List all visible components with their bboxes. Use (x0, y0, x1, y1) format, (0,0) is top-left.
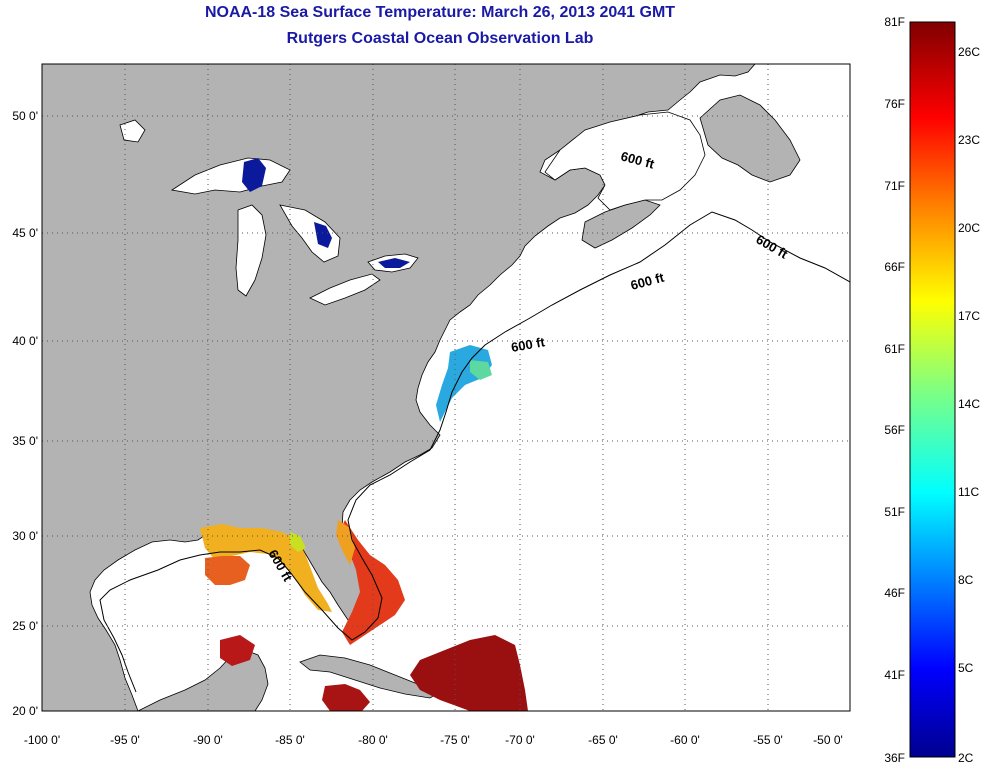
colorbar-f-label: 56F (884, 423, 905, 437)
sst-florida-east (340, 520, 405, 645)
map-subtitle: Rutgers Coastal Ocean Observation Lab (286, 30, 594, 47)
lon-tick-label: -80 0' (358, 733, 388, 747)
sst-bahamas (410, 635, 528, 711)
isobath-600ft (99, 211, 850, 693)
lat-tick-label: 35 0' (12, 434, 38, 448)
lat-tick-label: 30 0' (12, 529, 38, 543)
lat-tick-label: 50 0' (12, 109, 38, 123)
land-north-america (42, 64, 756, 711)
lon-tick-label: -75 0' (440, 733, 470, 747)
sst-gulf-cool-edge (290, 532, 306, 552)
colorbar-f-label: 61F (884, 342, 905, 356)
colorbar-c-label: 5C (958, 661, 974, 675)
colorbar-f-label: 81F (884, 15, 905, 29)
map-title: NOAA-18 Sea Surface Temperature: March 2… (204, 4, 676, 21)
lake-nipigon (119, 119, 146, 143)
depth-label: 600 ft (510, 334, 547, 355)
sst-caribbean (322, 684, 370, 711)
colorbar-f-label: 46F (884, 586, 905, 600)
lon-tick-label: -55 0' (753, 733, 783, 747)
lat-tick-label: 20 0' (12, 704, 38, 718)
map-frame (41, 63, 851, 712)
lon-axis: -100 0' -95 0' -90 0' -85 0' -80 0' -75 … (24, 733, 843, 747)
colorbar-c-label: 14C (958, 397, 980, 411)
colorbar-c-label: 26C (958, 45, 980, 59)
lon-tick-label: -85 0' (275, 733, 305, 747)
lat-tick-label: 45 0' (12, 226, 38, 240)
lake-erie (309, 273, 381, 306)
colorbar-c-label: 8C (958, 573, 974, 587)
lon-tick-label: -65 0' (588, 733, 618, 747)
water-st-lawrence (544, 111, 706, 211)
colorbar-fahrenheit: 81F 76F 71F 66F 61F 56F 51F 46F 41F 36F (884, 15, 905, 765)
colorbar-c-label: 23C (958, 133, 980, 147)
lake-ontario-sst (378, 258, 410, 268)
colorbar-f-label: 76F (884, 97, 905, 111)
colorbar-c-label: 2C (958, 751, 974, 765)
colorbar-f-label: 51F (884, 505, 905, 519)
colorbar-f-label: 66F (884, 260, 905, 274)
colorbar-f-label: 71F (884, 179, 905, 193)
sst-gulf-north-warm (205, 556, 250, 585)
colorbar-c-label: 17C (958, 309, 980, 323)
lake-michigan-sst (314, 222, 332, 248)
colorbar-f-label: 41F (884, 668, 905, 682)
land-newfoundland (699, 94, 801, 183)
colorbar-celsius: 26C 23C 20C 17C 14C 11C 8C 5C 2C (958, 45, 980, 765)
lat-axis: 50 0' 45 0' 40 0' 35 0' 30 0' 25 0' 20 0… (12, 109, 38, 718)
sst-yucatan-channel (220, 635, 255, 666)
lon-tick-label: -95 0' (110, 733, 140, 747)
colorbar (909, 21, 956, 758)
colorbar-f-label: 36F (884, 751, 905, 765)
lat-tick-label: 25 0' (12, 619, 38, 633)
lake-michigan (235, 204, 267, 297)
lon-tick-label: -100 0' (24, 733, 60, 747)
colorbar-c-label: 11C (958, 485, 979, 499)
colorbar-c-label: 20C (958, 221, 980, 235)
sst-mid-atlantic-warm (470, 360, 492, 380)
lat-tick-label: 40 0' (12, 334, 38, 348)
lake-superior-sst (242, 158, 266, 192)
lon-tick-label: -60 0' (670, 733, 700, 747)
lon-tick-label: -50 0' (813, 733, 843, 747)
lake-huron (279, 204, 341, 263)
lon-tick-label: -90 0' (193, 733, 223, 747)
lon-tick-label: -70 0' (505, 733, 535, 747)
